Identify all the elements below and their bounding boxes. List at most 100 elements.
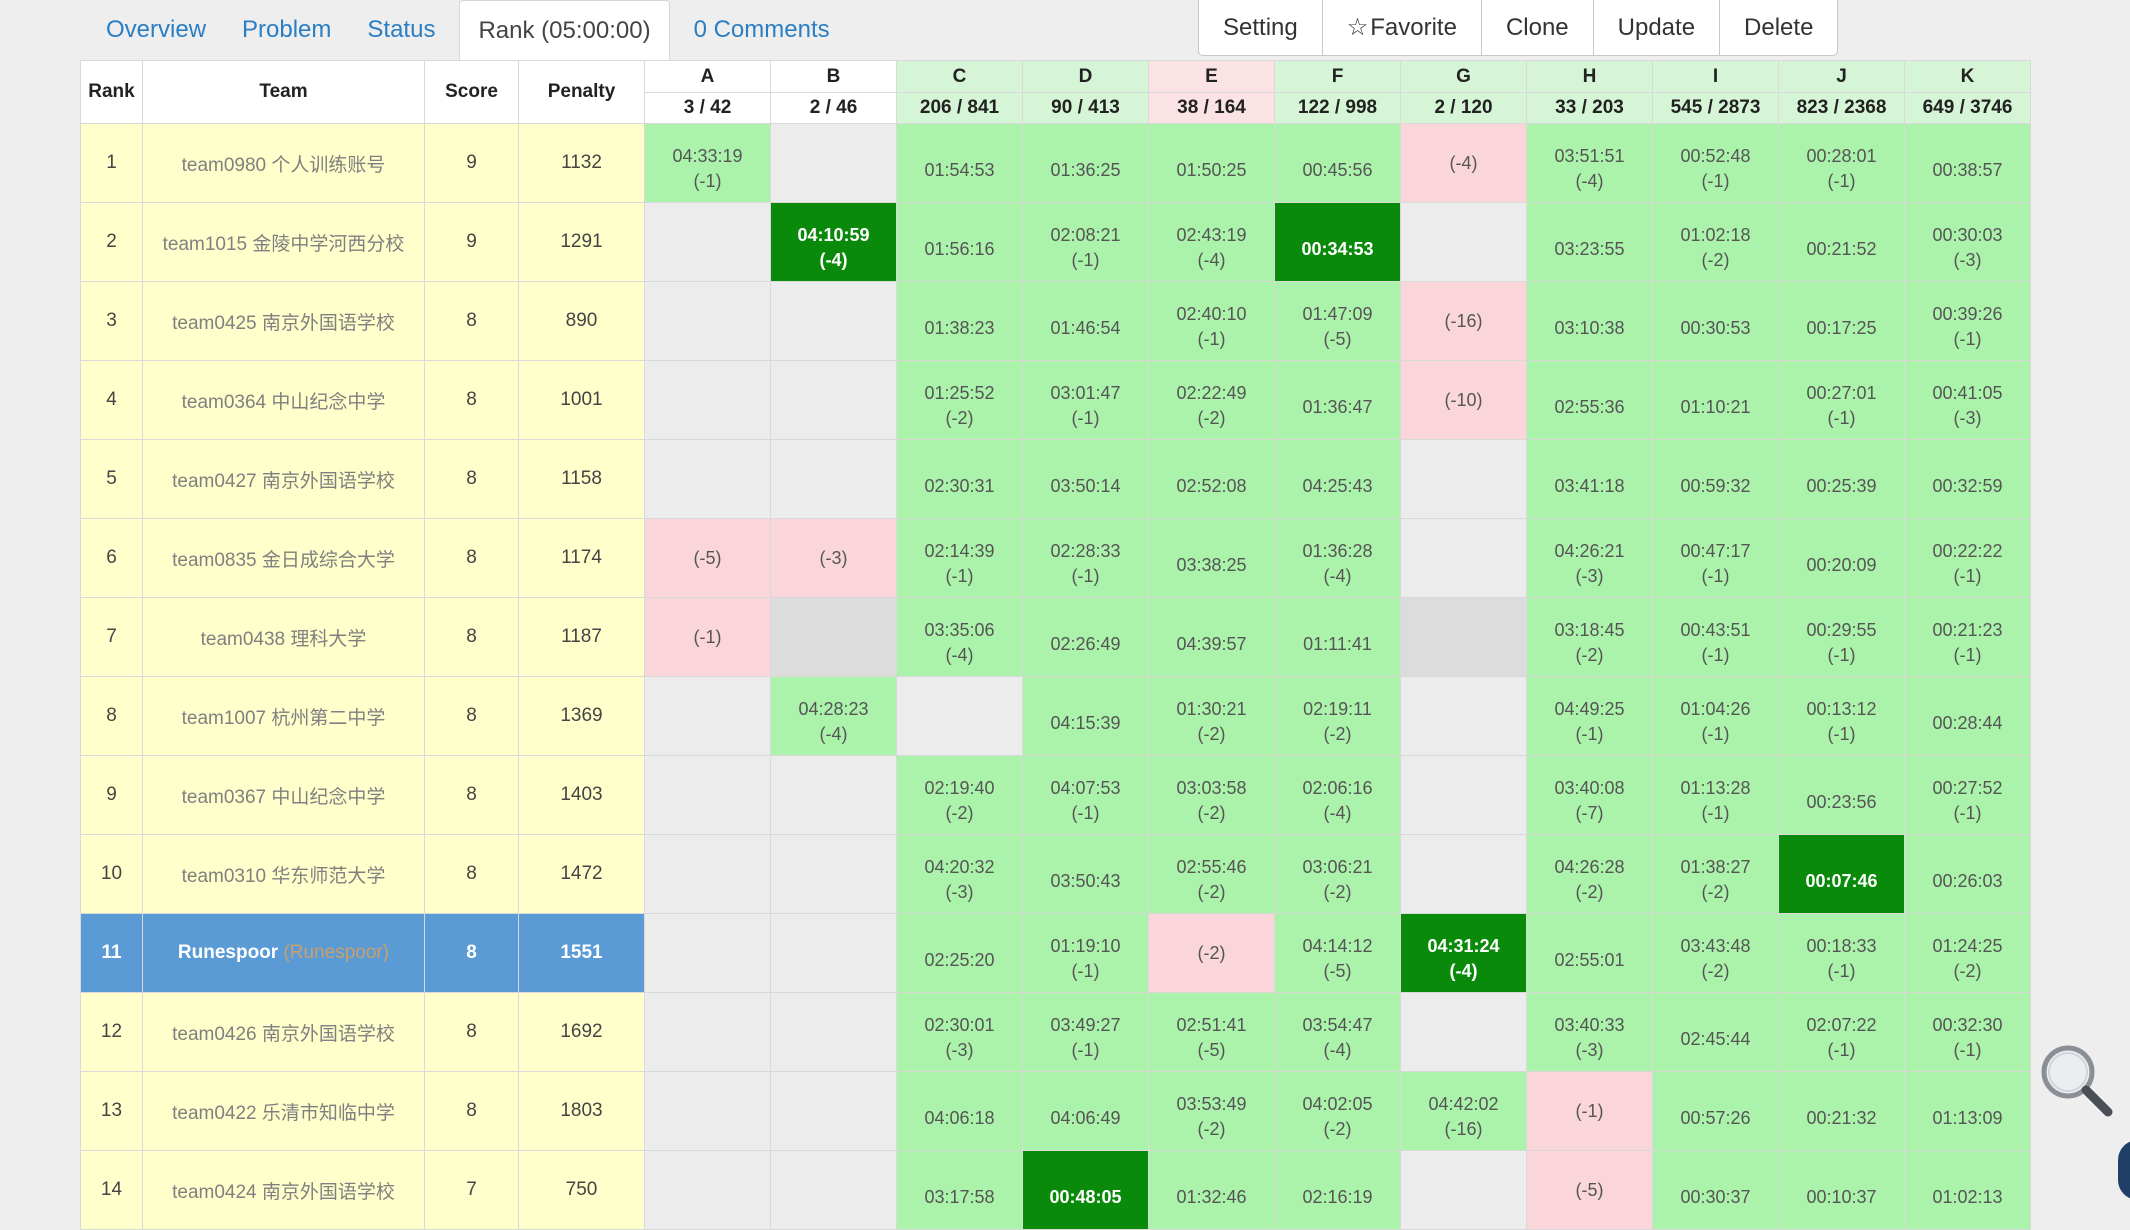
problem-cell-c[interactable]: 03:35:06 (-4) bbox=[896, 597, 1023, 677]
problem-cell-b[interactable]: 04:28:23 (-4) bbox=[770, 676, 897, 756]
problem-cell-e[interactable]: 04:39:57 bbox=[1148, 597, 1275, 677]
problem-cell-i[interactable]: 00:43:51 (-1) bbox=[1652, 597, 1779, 677]
problem-cell-k[interactable]: 01:13:09 bbox=[1904, 1071, 2031, 1151]
problem-cell-c[interactable]: 04:06:18 bbox=[896, 1071, 1023, 1151]
problem-cell-b[interactable] bbox=[770, 439, 897, 519]
favorite-button[interactable]: ☆ Favorite bbox=[1321, 0, 1481, 55]
problem-cell-d[interactable]: 03:50:14 bbox=[1022, 439, 1149, 519]
problem-cell-g[interactable]: 04:42:02 (-16) bbox=[1400, 1071, 1527, 1151]
problem-cell-a[interactable] bbox=[644, 1071, 771, 1151]
problem-cell-i[interactable]: 00:47:17 (-1) bbox=[1652, 518, 1779, 598]
problem-cell-h[interactable]: 04:26:28 (-2) bbox=[1526, 834, 1653, 914]
problem-cell-f[interactable]: 04:14:12 (-5) bbox=[1274, 913, 1401, 993]
problem-cell-d[interactable]: 00:48:05 bbox=[1022, 1150, 1149, 1230]
problem-cell-d[interactable]: 01:36:25 bbox=[1022, 123, 1149, 203]
clone-button[interactable]: Clone bbox=[1480, 0, 1593, 55]
problem-cell-k[interactable]: 00:28:44 bbox=[1904, 676, 2031, 756]
problem-cell-e[interactable]: 02:52:08 bbox=[1148, 439, 1275, 519]
problem-header-a[interactable]: A 3 / 42 bbox=[644, 60, 771, 124]
problem-cell-k[interactable]: 01:02:13 bbox=[1904, 1150, 2031, 1230]
problem-cell-k[interactable]: 00:26:03 bbox=[1904, 834, 2031, 914]
problem-cell-g[interactable] bbox=[1400, 518, 1527, 598]
problem-cell-h[interactable]: 03:51:51 (-4) bbox=[1526, 123, 1653, 203]
problem-header-d[interactable]: D 90 / 413 bbox=[1022, 60, 1149, 124]
team-name[interactable]: team0980 个人训练账号 bbox=[181, 154, 386, 176]
problem-cell-a[interactable] bbox=[644, 439, 771, 519]
team-name[interactable]: team0835 金日成综合大学 bbox=[172, 549, 395, 571]
team-name[interactable]: team0367 中山纪念中学 bbox=[181, 786, 386, 808]
problem-cell-d[interactable]: 03:01:47 (-1) bbox=[1022, 360, 1149, 440]
problem-cell-f[interactable]: 02:06:16 (-4) bbox=[1274, 755, 1401, 835]
problem-cell-e[interactable]: (-2) bbox=[1148, 913, 1275, 993]
problem-cell-i[interactable]: 00:30:37 bbox=[1652, 1150, 1779, 1230]
update-button[interactable]: Update bbox=[1592, 0, 1719, 55]
problem-cell-b[interactable]: (-3) bbox=[770, 518, 897, 598]
problem-cell-k[interactable]: 00:38:57 bbox=[1904, 123, 2031, 203]
problem-cell-d[interactable]: 02:26:49 bbox=[1022, 597, 1149, 677]
problem-header-j[interactable]: J 823 / 2368 bbox=[1778, 60, 1905, 124]
problem-cell-b[interactable] bbox=[770, 1071, 897, 1151]
magnifier-icon[interactable] bbox=[2036, 1040, 2116, 1120]
problem-cell-e[interactable]: 02:22:49 (-2) bbox=[1148, 360, 1275, 440]
tab-status[interactable]: Status bbox=[367, 16, 436, 43]
problem-cell-h[interactable]: 03:41:18 bbox=[1526, 439, 1653, 519]
tab-overview[interactable]: Overview bbox=[106, 16, 207, 43]
problem-cell-b[interactable] bbox=[770, 992, 897, 1072]
tab-problem[interactable]: Problem bbox=[242, 16, 332, 43]
team-name[interactable]: team0438 理科大学 bbox=[200, 628, 367, 650]
table-row[interactable]: 1 team0980 个人训练账号 9 1132 04:33:19 (-1) 01:54:5… bbox=[80, 123, 2031, 203]
problem-cell-d[interactable]: 02:08:21 (-1) bbox=[1022, 202, 1149, 282]
team-name[interactable]: team0425 南京外国语学校 bbox=[172, 312, 395, 334]
problem-cell-g[interactable]: (-10) bbox=[1400, 360, 1527, 440]
problem-cell-k[interactable]: 00:39:26 (-1) bbox=[1904, 281, 2031, 361]
problem-cell-d[interactable]: 04:06:49 bbox=[1022, 1071, 1149, 1151]
problem-cell-c[interactable]: 01:25:52 (-2) bbox=[896, 360, 1023, 440]
problem-cell-k[interactable]: 00:27:52 (-1) bbox=[1904, 755, 2031, 835]
problem-cell-h[interactable]: 02:55:01 bbox=[1526, 913, 1653, 993]
floating-widget[interactable] bbox=[2118, 1140, 2130, 1200]
problem-cell-i[interactable]: 00:57:26 bbox=[1652, 1071, 1779, 1151]
header-score[interactable]: Score bbox=[424, 60, 519, 124]
problem-cell-b[interactable] bbox=[770, 360, 897, 440]
table-row[interactable]: 7 team0438 理科大学 8 1187 (-1) 03:35:06 (-4) 02:26… bbox=[80, 597, 2031, 677]
problem-cell-a[interactable] bbox=[644, 1150, 771, 1230]
table-row[interactable]: 11 Runespoor (Runespoor) 8 1551 02:25:20 01:1… bbox=[80, 913, 2031, 993]
table-row[interactable]: 4 team0364 中山纪念中学 8 1001 01:25:52 (-2) 03:01:4… bbox=[80, 360, 2031, 440]
table-row[interactable]: 9 team0367 中山纪念中学 8 1403 02:19:40 (-2) 04:07:5… bbox=[80, 755, 2031, 835]
problem-cell-h[interactable]: 03:18:45 (-2) bbox=[1526, 597, 1653, 677]
problem-cell-b[interactable]: 04:10:59 (-4) bbox=[770, 202, 897, 282]
problem-cell-i[interactable]: 00:52:48 (-1) bbox=[1652, 123, 1779, 203]
problem-cell-g[interactable]: (-16) bbox=[1400, 281, 1527, 361]
problem-cell-c[interactable]: 04:20:32 (-3) bbox=[896, 834, 1023, 914]
problem-cell-j[interactable]: 00:18:33 (-1) bbox=[1778, 913, 1905, 993]
header-rank[interactable]: Rank bbox=[80, 60, 143, 124]
problem-cell-f[interactable]: 01:11:41 bbox=[1274, 597, 1401, 677]
problem-cell-i[interactable]: 02:45:44 bbox=[1652, 992, 1779, 1072]
table-row[interactable]: 2 team1015 金陵中学河西分校 9 1291 04:10:59 (-4) 01:56… bbox=[80, 202, 2031, 282]
problem-cell-b[interactable] bbox=[770, 597, 897, 677]
problem-cell-d[interactable]: 03:49:27 (-1) bbox=[1022, 992, 1149, 1072]
team-name[interactable]: team0364 中山纪念中学 bbox=[181, 391, 386, 413]
problem-cell-c[interactable]: 02:30:01 (-3) bbox=[896, 992, 1023, 1072]
problem-header-e[interactable]: E 38 / 164 bbox=[1148, 60, 1275, 124]
problem-cell-g[interactable] bbox=[1400, 834, 1527, 914]
problem-cell-j[interactable]: 00:27:01 (-1) bbox=[1778, 360, 1905, 440]
problem-cell-j[interactable]: 00:13:12 (-1) bbox=[1778, 676, 1905, 756]
problem-cell-h[interactable]: (-5) bbox=[1526, 1150, 1653, 1230]
problem-cell-d[interactable]: 04:07:53 (-1) bbox=[1022, 755, 1149, 835]
problem-cell-j[interactable]: 00:10:37 bbox=[1778, 1150, 1905, 1230]
problem-cell-d[interactable]: 01:19:10 (-1) bbox=[1022, 913, 1149, 993]
problem-cell-b[interactable] bbox=[770, 1150, 897, 1230]
problem-cell-e[interactable]: 02:55:46 (-2) bbox=[1148, 834, 1275, 914]
problem-cell-a[interactable] bbox=[644, 834, 771, 914]
problem-cell-f[interactable]: 02:16:19 bbox=[1274, 1150, 1401, 1230]
team-name[interactable]: Runespoor bbox=[177, 942, 279, 963]
problem-cell-d[interactable]: 01:46:54 bbox=[1022, 281, 1149, 361]
problem-cell-f[interactable]: 03:54:47 (-4) bbox=[1274, 992, 1401, 1072]
problem-cell-a[interactable] bbox=[644, 202, 771, 282]
problem-cell-i[interactable]: 03:43:48 (-2) bbox=[1652, 913, 1779, 993]
team-name[interactable]: team1007 杭州第二中学 bbox=[181, 707, 386, 729]
problem-cell-e[interactable]: 02:40:10 (-1) bbox=[1148, 281, 1275, 361]
problem-cell-k[interactable]: 00:32:59 bbox=[1904, 439, 2031, 519]
problem-cell-h[interactable]: 03:40:33 (-3) bbox=[1526, 992, 1653, 1072]
